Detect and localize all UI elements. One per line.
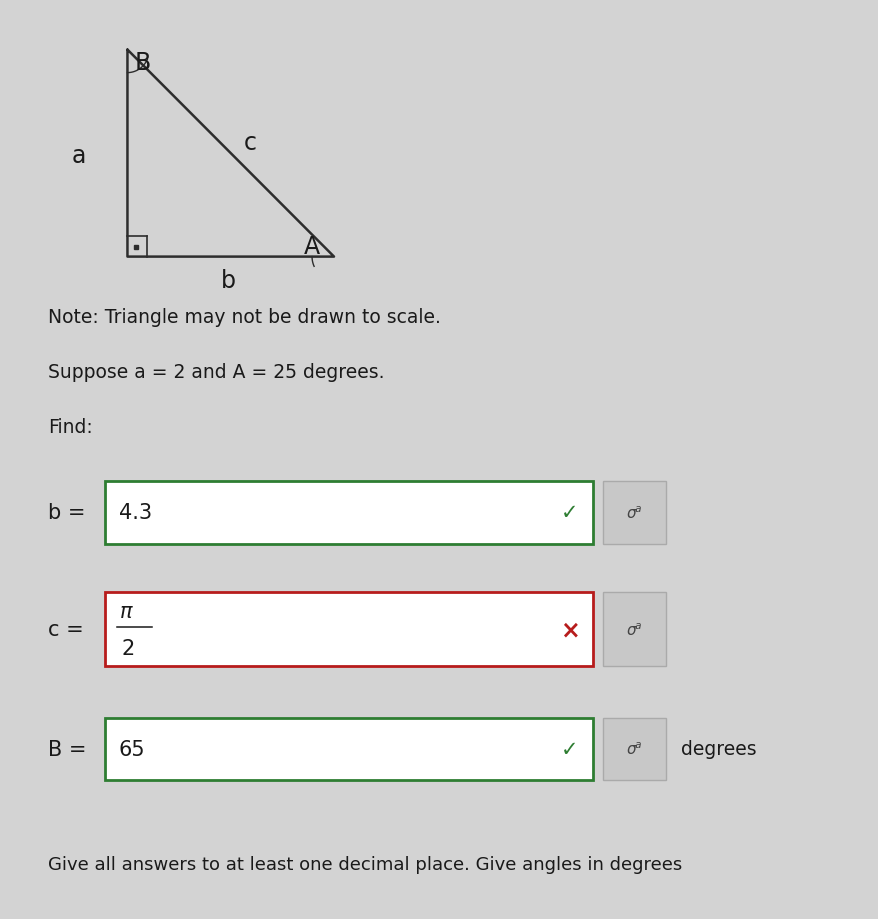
Text: 65: 65 [119, 739, 145, 759]
Text: Suppose a = 2 and A = 25 degrees.: Suppose a = 2 and A = 25 degrees. [48, 363, 385, 381]
FancyBboxPatch shape [105, 593, 593, 666]
Text: b: b [220, 268, 236, 292]
Text: $\sigma^{\!a}$: $\sigma^{\!a}$ [626, 741, 642, 757]
Text: b =: b = [48, 503, 92, 523]
Text: Find:: Find: [48, 418, 93, 437]
Text: ×: × [559, 618, 579, 641]
Text: 2: 2 [121, 638, 134, 658]
Text: degrees: degrees [680, 740, 756, 758]
Text: ✓: ✓ [560, 503, 578, 523]
Text: $\sigma^{\!a}$: $\sigma^{\!a}$ [626, 621, 642, 638]
FancyBboxPatch shape [602, 593, 666, 666]
FancyBboxPatch shape [602, 482, 666, 544]
Text: A: A [304, 234, 320, 258]
Text: Note: Triangle may not be drawn to scale.: Note: Triangle may not be drawn to scale… [48, 308, 441, 326]
Text: c =: c = [48, 619, 90, 640]
Text: $\pi$: $\pi$ [119, 601, 133, 621]
Text: B: B [134, 51, 150, 74]
FancyBboxPatch shape [602, 718, 666, 780]
Text: Give all answers to at least one decimal place. Give angles in degrees: Give all answers to at least one decimal… [48, 855, 682, 873]
Text: a: a [72, 144, 86, 168]
Text: $\sigma^{\!a}$: $\sigma^{\!a}$ [626, 505, 642, 521]
FancyBboxPatch shape [105, 718, 593, 780]
FancyBboxPatch shape [105, 482, 593, 544]
Text: c: c [244, 130, 256, 154]
Text: B =: B = [48, 739, 93, 759]
Text: ✓: ✓ [560, 739, 578, 759]
Text: 4.3: 4.3 [119, 503, 152, 523]
